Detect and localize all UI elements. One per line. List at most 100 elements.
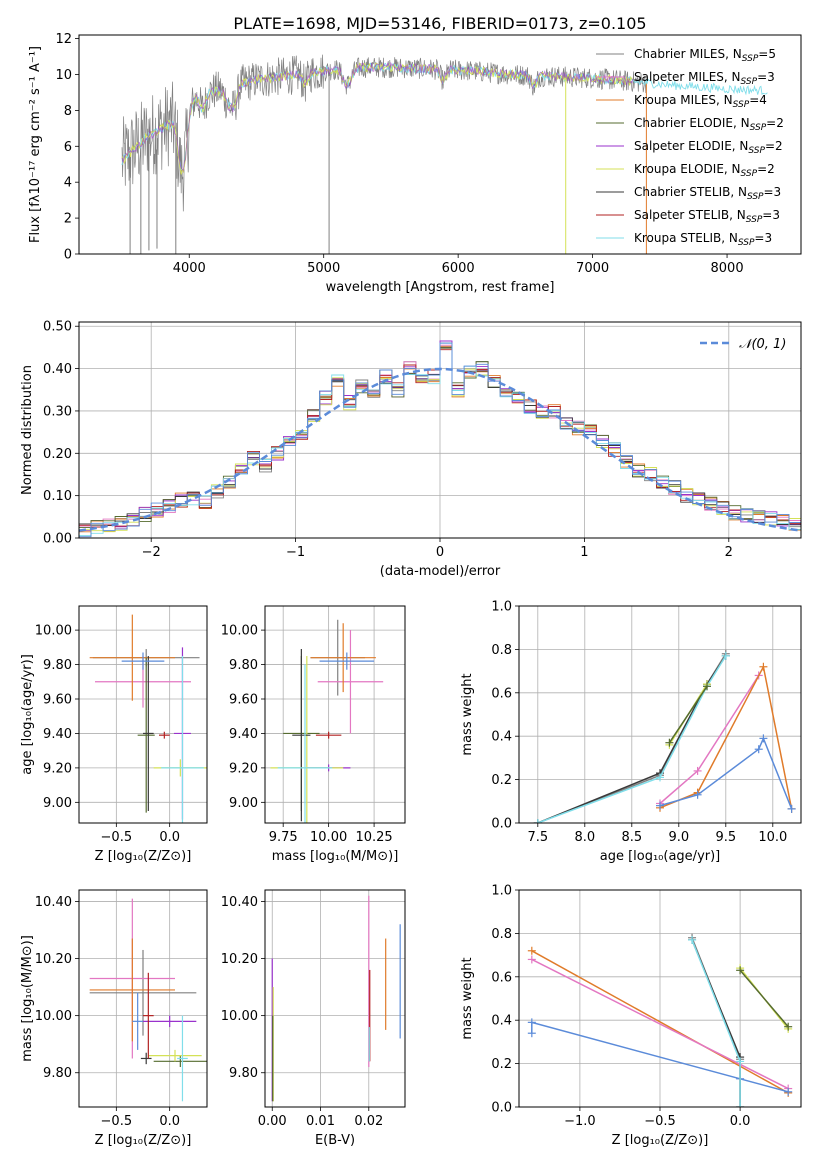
x-axis-label: Z [log₁₀(Z/Z⊙)] — [612, 1133, 709, 1148]
legend-label: Salpeter STELIB, NSSP=3 — [634, 208, 780, 225]
series-marker — [656, 773, 664, 782]
errorbar-point — [132, 992, 143, 1050]
y-tick-label: 0.0 — [491, 817, 512, 832]
x-tick-label: −0.5 — [101, 830, 133, 845]
series-marker — [754, 745, 763, 754]
series-line — [691, 939, 741, 1107]
legend-label: 𝒩(0, 1) — [739, 337, 786, 352]
x-axis-label: Z [log₁₀(Z/Z⊙)] — [95, 1133, 192, 1148]
x-tick-label: −1 — [286, 545, 305, 560]
x-tick-label: 9.75 — [269, 830, 298, 845]
y-tick-label: 0.50 — [43, 320, 72, 335]
errorbar-point — [315, 731, 342, 739]
series-marker — [693, 766, 702, 775]
errorbar-point — [319, 652, 375, 670]
errorbar-point — [89, 938, 175, 1042]
legend-label: Chabrier ELODIE, NSSP=2 — [634, 116, 784, 133]
x-axis-label: wavelength [Angstrom, rest frame] — [326, 280, 555, 295]
y-tick-label: 0.00 — [43, 532, 72, 547]
x-tick-label: −0.5 — [101, 1114, 133, 1129]
series-marker — [736, 966, 745, 975]
series-line — [668, 685, 708, 744]
errorbar-point — [159, 731, 170, 739]
x-tick-label: 0.02 — [354, 1114, 383, 1129]
x-tick-label: 8.5 — [621, 830, 642, 845]
axes-frame — [78, 889, 208, 1108]
legend-label: Kroupa MILES, NSSP=4 — [634, 93, 767, 110]
x-tick-label: 10.00 — [310, 830, 347, 845]
x-tick-label: 9.0 — [668, 830, 689, 845]
legend-label: Salpeter ELODIE, NSSP=2 — [634, 139, 783, 156]
errorbar-point — [143, 972, 154, 1059]
series-marker — [787, 804, 796, 813]
series-line — [531, 950, 789, 1094]
histogram-step-series — [79, 342, 801, 538]
x-tick-label: 10.25 — [355, 830, 392, 845]
y-tick-label: 0.10 — [43, 489, 72, 504]
axes-frame — [518, 605, 802, 824]
y-tick-label: 10.20 — [35, 952, 72, 967]
axes-frame — [78, 34, 802, 255]
y-tick-label: 2 — [64, 212, 72, 227]
y-tick-label: 10.40 — [221, 895, 258, 910]
x-tick-label: 8.0 — [574, 830, 595, 845]
errorbar-point — [177, 1015, 188, 1102]
y-tick-label: 0.2 — [491, 1057, 512, 1072]
panel-mass-vs-ebv: 0.00 0.01 0.02 9.80 10.00 10.20 10.40 E(B-V) — [221, 889, 406, 1148]
y-tick-label: 0.4 — [491, 1014, 512, 1029]
y-tick-label: 9.00 — [229, 796, 258, 811]
series-marker — [784, 1022, 793, 1031]
errorbar-point — [89, 614, 175, 701]
y-tick-label: 9.80 — [43, 1066, 72, 1081]
y-tick-label: 9.00 — [43, 796, 72, 811]
errorbar-point — [310, 623, 376, 693]
x-tick-label: 7.5 — [527, 830, 548, 845]
y-tick-label: 9.20 — [43, 761, 72, 776]
spectrum-legend: Chabrier MILES, NSSP=5 Salpeter MILES, NS… — [596, 47, 784, 248]
x-tick-label: −1.0 — [564, 1114, 596, 1129]
series-line — [739, 969, 789, 1028]
y-tick-label: 0.6 — [491, 686, 512, 701]
plot-area — [89, 898, 207, 1102]
series-line — [691, 937, 741, 1107]
x-tick-label: 5000 — [307, 261, 340, 276]
y-tick-label: 10.00 — [35, 624, 72, 639]
x-tick-label: −0.5 — [644, 1114, 676, 1129]
series-marker — [688, 935, 697, 944]
y-axis-label: age [log₁₀(age/yr)] — [20, 654, 35, 775]
y-tick-label: 9.60 — [229, 693, 258, 708]
x-tick-label: 2 — [725, 545, 733, 560]
series-marker — [759, 734, 768, 743]
y-tick-label: 1.0 — [491, 600, 512, 615]
axes-frame — [264, 889, 406, 1108]
y-tick-label: 0.0 — [491, 1101, 512, 1116]
x-tick-label: 0.0 — [730, 1114, 751, 1129]
legend-label: Chabrier STELIB, NSSP=3 — [634, 185, 781, 202]
y-tick-label: 8 — [64, 104, 72, 119]
y-tick-label: 10.00 — [35, 1009, 72, 1024]
y-tick-label: 0.6 — [491, 970, 512, 985]
panel-age-vs-Z: −0.5 0.0 9.00 9.20 9.40 9.60 9.80 10.00 Z [log₁₀… — [20, 605, 208, 864]
y-axis-label: mass weight — [460, 673, 475, 755]
series-line — [537, 655, 727, 823]
x-axis-label: (data-model)/error — [380, 564, 501, 579]
axes-frame — [78, 605, 208, 824]
y-axis-label: Flux [fλ10⁻¹⁷ erg cm⁻² s⁻¹ A⁻¹] — [28, 46, 43, 243]
plot-area — [79, 340, 801, 538]
legend-label: Kroupa ELODIE, NSSP=2 — [634, 162, 775, 179]
y-tick-label: 10.00 — [221, 1009, 258, 1024]
x-tick-label: 6000 — [442, 261, 475, 276]
series-marker — [533, 819, 542, 823]
y-tick-label: 9.60 — [43, 693, 72, 708]
series-marker — [665, 738, 674, 747]
series-line — [691, 939, 741, 1107]
panel-mass-weight-vs-Z: −1.0 −0.5 0.0 0.0 0.2 0.4 0.6 0.8 1.0 Z [log₁₀(Z/… — [460, 884, 802, 1148]
x-axis-label: age [log₁₀(age/yr)] — [600, 849, 721, 864]
x-tick-label: 8000 — [711, 261, 744, 276]
y-tick-label: 0.20 — [43, 447, 72, 462]
y-tick-label: 9.40 — [229, 727, 258, 742]
errorbar-point — [161, 655, 204, 823]
series-marker — [736, 1057, 745, 1066]
x-tick-label: 0 — [436, 545, 444, 560]
